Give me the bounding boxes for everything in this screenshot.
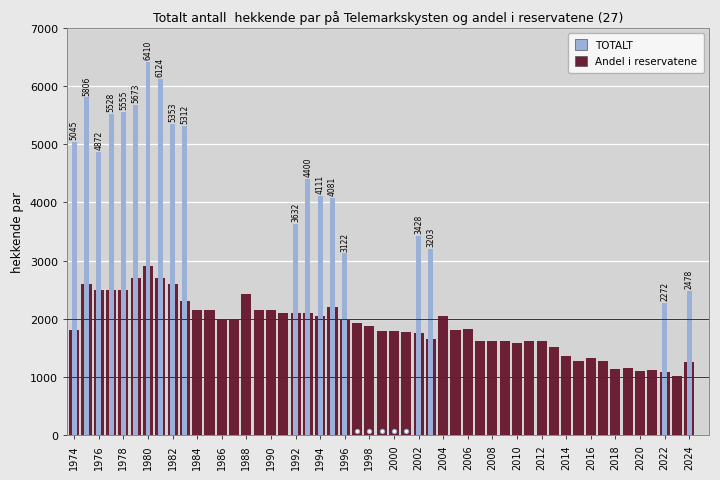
Bar (84, 98, 89, 435)
Bar (512, 343, 522, 435)
Bar (598, 361, 608, 435)
Bar (487, 341, 498, 435)
Text: 5045: 5045 (70, 120, 78, 140)
Bar (684, 362, 694, 435)
Bar (158, 80, 163, 435)
Text: 5312: 5312 (181, 105, 189, 124)
Bar (145, 63, 150, 435)
Bar (130, 278, 140, 435)
Bar (182, 127, 187, 435)
Bar (389, 331, 399, 435)
Bar (377, 331, 387, 435)
Bar (168, 284, 178, 435)
Bar (401, 332, 411, 435)
Bar (241, 294, 251, 435)
Bar (253, 311, 264, 435)
Text: 6124: 6124 (156, 58, 165, 77)
Bar (118, 290, 128, 435)
Text: 5353: 5353 (168, 102, 177, 121)
Bar (133, 106, 138, 435)
Bar (586, 358, 596, 435)
Bar (192, 311, 202, 435)
Bar (229, 319, 239, 435)
Bar (342, 254, 347, 435)
Bar (426, 339, 436, 435)
Bar (500, 341, 510, 435)
Bar (109, 114, 114, 435)
Y-axis label: hekkende par: hekkende par (11, 192, 24, 273)
Text: 2478: 2478 (685, 269, 693, 288)
Bar (463, 329, 473, 435)
Bar (170, 124, 175, 435)
Bar (293, 224, 298, 435)
Bar (72, 143, 76, 435)
Bar (156, 278, 166, 435)
Bar (428, 249, 433, 435)
Text: 6410: 6410 (143, 41, 153, 60)
Title: Totalt antall  hekkende par på Telemarkskysten og andel i reservatene (27): Totalt antall hekkende par på Telemarksk… (153, 11, 623, 25)
Bar (352, 324, 362, 435)
Bar (96, 153, 102, 435)
Legend: TOTALT, Andel i reservatene: TOTALT, Andel i reservatene (568, 34, 703, 73)
Text: 3203: 3203 (426, 227, 436, 246)
Text: 5555: 5555 (119, 90, 128, 110)
Text: 4081: 4081 (328, 176, 337, 195)
Text: 3428: 3428 (414, 214, 423, 233)
Bar (413, 333, 423, 435)
Text: 5806: 5806 (82, 76, 91, 96)
Bar (106, 290, 116, 435)
Text: 4111: 4111 (315, 175, 325, 193)
Bar (549, 347, 559, 435)
Bar (451, 330, 461, 435)
Bar (475, 341, 485, 435)
Text: 3122: 3122 (341, 232, 349, 251)
Text: 3632: 3632 (291, 202, 300, 221)
Bar (662, 303, 667, 435)
Bar (303, 313, 313, 435)
Bar (536, 341, 546, 435)
Bar (94, 290, 104, 435)
Bar (623, 368, 633, 435)
Bar (524, 341, 534, 435)
Text: 5673: 5673 (131, 84, 140, 103)
Bar (278, 313, 288, 435)
Bar (81, 284, 91, 435)
Bar (204, 311, 215, 435)
Bar (687, 291, 692, 435)
Bar (672, 376, 682, 435)
Bar (416, 236, 421, 435)
Bar (69, 331, 79, 435)
Bar (217, 319, 227, 435)
Bar (291, 313, 301, 435)
Bar (438, 316, 449, 435)
Bar (315, 316, 325, 435)
Bar (121, 113, 126, 435)
Text: 2272: 2272 (660, 281, 669, 300)
Bar (340, 320, 350, 435)
Bar (660, 372, 670, 435)
Bar (573, 361, 583, 435)
Bar (330, 198, 335, 435)
Bar (647, 370, 657, 435)
Text: 4400: 4400 (303, 157, 312, 177)
Text: 5528: 5528 (107, 92, 116, 111)
Bar (328, 308, 338, 435)
Bar (266, 311, 276, 435)
Text: 4872: 4872 (94, 130, 103, 150)
Bar (305, 180, 310, 435)
Bar (364, 326, 374, 435)
Bar (180, 301, 190, 435)
Bar (143, 267, 153, 435)
Bar (561, 356, 571, 435)
Bar (635, 371, 645, 435)
Bar (611, 369, 621, 435)
Bar (318, 197, 323, 435)
